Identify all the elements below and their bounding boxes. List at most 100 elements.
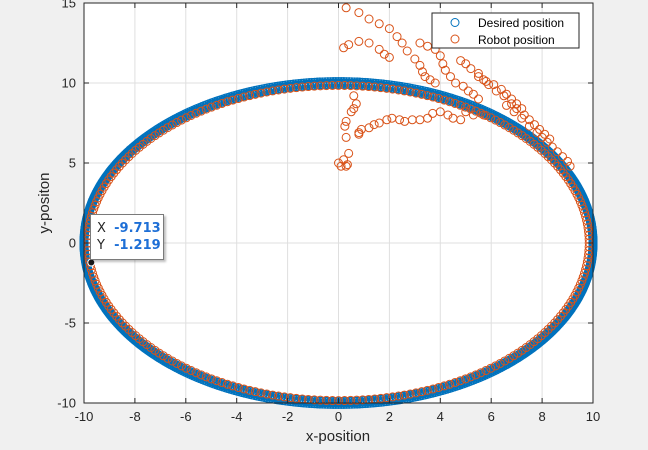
robot-position-point xyxy=(519,110,529,120)
robot-position-point xyxy=(532,128,542,138)
robot-position-point xyxy=(388,392,398,402)
robot-position-point xyxy=(114,315,124,325)
y-tick-label: -10 xyxy=(57,396,76,411)
robot-position-point xyxy=(127,148,137,158)
robot-position-point xyxy=(425,75,435,85)
datatip-x-row: X -9.713 xyxy=(97,220,163,237)
x-tick-label: 6 xyxy=(488,409,495,424)
robot-position-point xyxy=(233,382,243,392)
robot-position-point xyxy=(450,98,460,108)
robot-position-point xyxy=(550,158,560,168)
robot-position-point xyxy=(495,118,505,128)
robot-position-point xyxy=(349,104,359,114)
robot-position-point xyxy=(196,370,206,380)
robot-position-point xyxy=(352,395,362,405)
robot-position-point xyxy=(369,120,379,130)
robot-position-point xyxy=(557,152,567,162)
robot-position-point xyxy=(512,104,522,114)
datatip-marker[interactable] xyxy=(87,258,96,267)
robot-position-point xyxy=(517,113,527,123)
robot-position-point xyxy=(456,115,466,125)
robot-position-point xyxy=(177,361,187,371)
robot-position-point xyxy=(167,120,177,130)
robot-position-point xyxy=(495,358,505,368)
robot-position-point xyxy=(239,92,249,102)
robot-position-point xyxy=(374,44,384,54)
robot-position-point xyxy=(206,102,216,112)
robot-position-point xyxy=(428,384,438,394)
robot-position-point xyxy=(384,24,394,34)
robot-position-point xyxy=(439,381,449,391)
robot-position-point xyxy=(458,81,468,91)
robot-position-point xyxy=(117,158,127,168)
robot-position-point xyxy=(553,161,563,171)
robot-position-point xyxy=(201,372,211,382)
y-tick-label: 5 xyxy=(69,156,76,171)
robot-position-point xyxy=(163,353,173,363)
robot-position-point xyxy=(382,115,392,125)
robot-position-point xyxy=(509,107,519,117)
robot-position-point xyxy=(124,152,134,162)
robot-position-point xyxy=(461,59,471,69)
legend-marker-desired xyxy=(450,18,460,27)
robot-position-point xyxy=(341,161,351,171)
robot-position-point xyxy=(499,91,509,101)
robot-position-point xyxy=(285,393,295,403)
robot-position-point xyxy=(364,82,374,92)
datatip[interactable]: X -9.713 Y -1.219 xyxy=(90,214,164,260)
robot-position-point xyxy=(212,376,222,386)
y-tick-label: -5 xyxy=(64,316,76,331)
robot-position-point xyxy=(346,107,356,117)
legend[interactable]: Desired position Robot position xyxy=(431,12,580,49)
robot-position-point xyxy=(384,52,394,62)
robot-position-point xyxy=(420,72,430,82)
robot-position-point xyxy=(358,395,368,405)
robot-position-point xyxy=(250,89,260,99)
robot-position-point xyxy=(374,19,384,29)
robot-position-point xyxy=(303,82,313,92)
robot-position-point xyxy=(297,82,307,92)
datatip-x-label: X xyxy=(97,221,106,236)
robot-position-point xyxy=(399,390,409,400)
datatip-y-value: -1.219 xyxy=(114,238,161,253)
robot-position-point xyxy=(376,393,386,403)
robot-position-point xyxy=(285,83,295,93)
robot-position-point xyxy=(395,115,405,125)
robot-position-point xyxy=(364,38,374,48)
x-tick-label: -2 xyxy=(282,409,294,424)
robot-position-point xyxy=(417,67,427,77)
robot-position-point xyxy=(354,129,364,139)
robot-position-point xyxy=(334,158,343,168)
robot-position-point xyxy=(201,104,211,114)
robot-position-point xyxy=(256,88,266,98)
robot-position-point xyxy=(468,89,478,99)
robot-position-point xyxy=(479,75,489,85)
robot-position-point xyxy=(399,86,409,96)
robot-position-point xyxy=(346,81,356,91)
robot-position-point xyxy=(315,395,325,405)
robot-position-point xyxy=(228,95,238,105)
robot-position-point xyxy=(268,86,278,96)
robot-position-point xyxy=(382,83,392,93)
x-tick-label: -4 xyxy=(231,409,243,424)
robot-position-point xyxy=(393,391,403,401)
robot-position-point xyxy=(309,395,319,405)
robot-position-point xyxy=(217,98,227,108)
robot-position-point xyxy=(555,165,565,175)
robot-position-point xyxy=(196,106,206,116)
robot-position-point xyxy=(422,91,432,101)
robot-position-point xyxy=(553,315,563,325)
robot-position-point xyxy=(256,388,266,398)
robot-position-point xyxy=(388,84,398,94)
robot-position-point xyxy=(121,321,131,331)
robot-position-point xyxy=(376,83,386,93)
robot-position-point xyxy=(484,80,494,90)
robot-position-point xyxy=(543,152,553,162)
x-tick-label: -6 xyxy=(180,409,192,424)
robot-position-point xyxy=(392,32,402,42)
robot-position-point xyxy=(547,142,557,152)
robot-position-point xyxy=(435,107,445,117)
robot-position-point xyxy=(321,81,331,91)
robot-position-point xyxy=(250,387,260,397)
